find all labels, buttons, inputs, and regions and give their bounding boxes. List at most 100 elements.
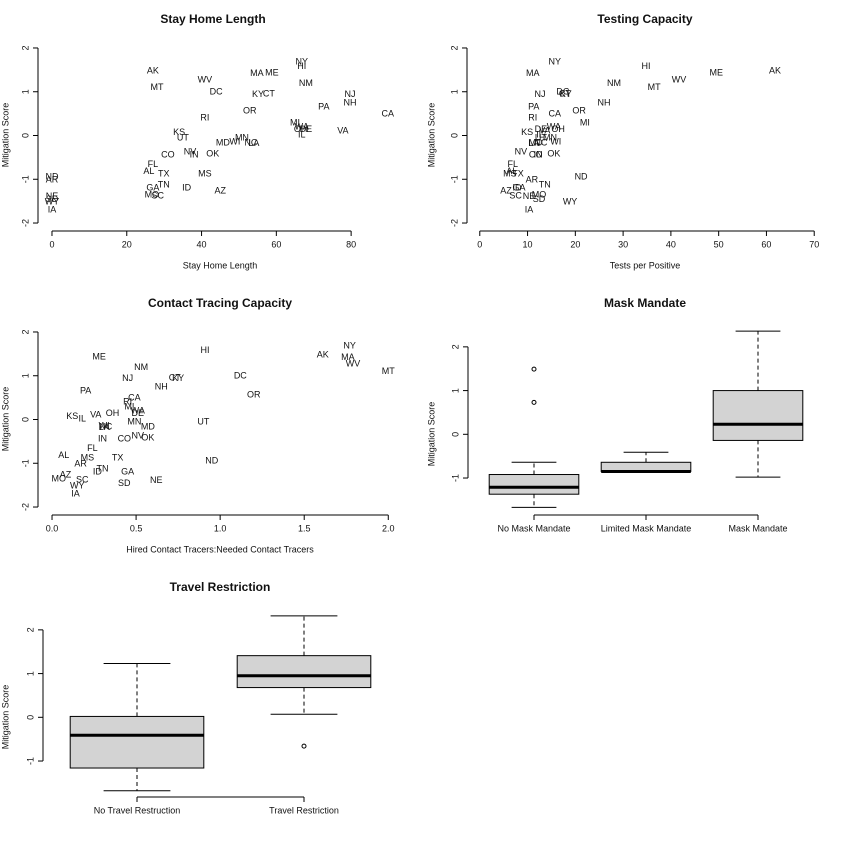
point-label: WI — [550, 136, 561, 146]
chart-title: Mask Mandate — [604, 296, 686, 310]
point-label: NE — [150, 475, 163, 485]
point-label: FL — [87, 443, 98, 453]
point-label: IL — [79, 413, 87, 423]
point-label: ID — [513, 182, 523, 192]
point-label: OR — [247, 389, 261, 399]
x-tick-label: 30 — [618, 239, 628, 249]
point-label: WY — [45, 196, 60, 206]
point-label: OR — [572, 105, 586, 115]
point-label: MS — [81, 452, 95, 462]
point-label: ME — [265, 67, 279, 77]
y-tick-label: 0 — [20, 417, 30, 422]
point-label: KY — [172, 373, 184, 383]
point-label: WA — [131, 406, 145, 416]
point-label: NV — [184, 147, 197, 157]
point-label: IA — [48, 204, 57, 214]
point-label: NE — [523, 191, 536, 201]
point-label: KS — [66, 411, 78, 421]
point-label: OR — [243, 105, 257, 115]
point-label: DC — [556, 87, 569, 97]
x-tick-label: 20 — [122, 239, 132, 249]
x-tick-label: 60 — [761, 239, 771, 249]
point-label: TN — [158, 179, 170, 189]
y-tick-label: 0 — [450, 432, 460, 437]
point-label: NH — [598, 97, 611, 107]
point-label: TN — [539, 179, 551, 189]
y-tick-label: 2 — [449, 45, 459, 50]
point-label: NC — [534, 137, 547, 147]
point-label: AL — [506, 166, 517, 176]
point-label: DE — [535, 124, 548, 134]
point-label: OK — [547, 148, 560, 158]
x-tick-label: 20 — [570, 239, 580, 249]
point-label: AR — [526, 175, 539, 185]
point-label: MD — [141, 421, 155, 431]
point-label: MA — [341, 352, 355, 362]
point-label: CA — [549, 108, 562, 118]
chart-title: Testing Capacity — [597, 12, 692, 26]
y-tick-label: -2 — [20, 219, 30, 227]
point-label: WI — [99, 420, 110, 430]
point-label: NY — [296, 56, 309, 66]
point-label: MO — [52, 473, 67, 483]
point-label: FL — [507, 159, 518, 169]
point-label: MO — [145, 189, 160, 199]
point-label: WI — [229, 136, 240, 146]
x-tick-label: 0.0 — [46, 523, 59, 533]
point-label: ND — [575, 171, 588, 181]
point-label: IN — [534, 150, 543, 160]
y-axis-label: Mitigation Score — [426, 402, 436, 467]
point-label: DC — [234, 371, 247, 381]
point-label: LA — [248, 138, 259, 148]
point-label: HI — [642, 61, 651, 71]
point-label: NV — [515, 147, 528, 157]
point-label: WV — [672, 74, 687, 84]
point-label: MS — [198, 168, 212, 178]
point-label: CA — [382, 108, 395, 118]
point-label: NM — [134, 362, 148, 372]
point-label: MS — [503, 168, 517, 178]
point-label: NH — [155, 381, 168, 391]
point-label: MD — [529, 137, 543, 147]
x-tick-label: 0 — [49, 239, 54, 249]
point-label: ME — [710, 67, 724, 77]
point-label: KY — [252, 89, 264, 99]
x-axis-label: Hired Contact Tracers:Needed Contact Tra… — [126, 544, 314, 554]
x-tick-label: 0 — [477, 239, 482, 249]
x-tick-label: 50 — [714, 239, 724, 249]
point-label: ND — [205, 455, 218, 465]
point-label: MT — [151, 82, 164, 92]
point-label: OK — [141, 432, 154, 442]
point-label: IA — [71, 488, 80, 498]
point-label: GA — [146, 182, 159, 192]
point-label: AZ — [500, 185, 512, 195]
y-tick-label: -1 — [449, 175, 459, 183]
point-label: UT — [197, 417, 209, 427]
point-label: PA — [528, 101, 539, 111]
point-label: OK — [206, 148, 219, 158]
x-tick-label: 70 — [809, 239, 819, 249]
y-tick-label: 0 — [449, 133, 459, 138]
point-label: ND — [45, 171, 58, 181]
point-label: CT — [559, 88, 571, 98]
point-label: NJ — [345, 89, 356, 99]
x-tick-label: 1.0 — [214, 523, 227, 533]
point-label: MI — [290, 118, 300, 128]
x-tick-label: 40 — [197, 239, 207, 249]
point-label: RI — [200, 112, 209, 122]
outlier — [531, 399, 537, 405]
point-label: MA — [526, 68, 540, 78]
point-label: KY — [560, 89, 572, 99]
y-tick-label: 2 — [25, 627, 35, 632]
point-label: CA — [128, 392, 141, 402]
point-label: WV — [346, 358, 361, 368]
x-tick-label: Travel Restriction — [269, 805, 339, 815]
point-label: TX — [158, 168, 170, 178]
point-label: ME — [92, 351, 106, 361]
point-label: MD — [216, 137, 230, 147]
point-label: NY — [343, 340, 356, 350]
point-label: AL — [143, 166, 154, 176]
point-label: AK — [147, 66, 159, 76]
point-label: DE — [300, 124, 313, 134]
